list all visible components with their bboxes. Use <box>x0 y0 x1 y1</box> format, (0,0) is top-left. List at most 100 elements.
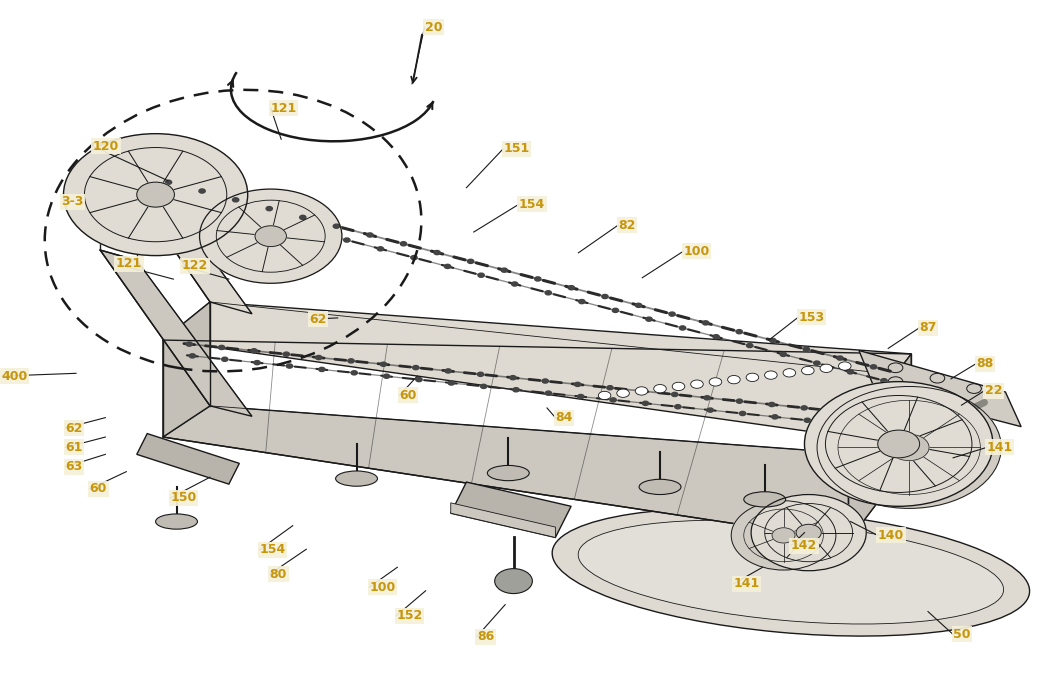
Circle shape <box>187 342 193 346</box>
Circle shape <box>679 326 685 330</box>
Circle shape <box>344 238 350 242</box>
Text: 152: 152 <box>396 609 422 623</box>
Circle shape <box>598 391 611 400</box>
Circle shape <box>610 398 616 402</box>
Circle shape <box>380 362 387 366</box>
Text: 154: 154 <box>259 543 285 557</box>
Text: 20: 20 <box>424 21 442 33</box>
Circle shape <box>746 344 752 348</box>
Ellipse shape <box>552 508 1029 636</box>
Circle shape <box>413 366 419 370</box>
Polygon shape <box>162 406 912 541</box>
Text: 62: 62 <box>66 421 83 434</box>
Text: 50: 50 <box>953 628 970 641</box>
Circle shape <box>136 182 174 207</box>
Circle shape <box>254 361 260 365</box>
Circle shape <box>315 355 322 359</box>
Ellipse shape <box>487 466 529 481</box>
Circle shape <box>255 226 286 246</box>
Circle shape <box>709 378 722 386</box>
Circle shape <box>542 379 548 383</box>
Circle shape <box>607 386 613 390</box>
Text: 87: 87 <box>919 321 937 334</box>
Circle shape <box>746 373 759 382</box>
Text: 61: 61 <box>66 441 83 454</box>
Circle shape <box>838 362 851 370</box>
Text: 60: 60 <box>90 482 107 496</box>
Circle shape <box>796 524 822 541</box>
Circle shape <box>190 354 196 358</box>
Circle shape <box>847 370 853 374</box>
Circle shape <box>817 387 1001 509</box>
Circle shape <box>768 403 774 407</box>
Circle shape <box>836 356 843 360</box>
Circle shape <box>672 382 684 391</box>
Circle shape <box>434 251 440 255</box>
Circle shape <box>166 180 172 185</box>
Circle shape <box>578 300 585 304</box>
Text: 121: 121 <box>116 257 143 271</box>
Circle shape <box>478 372 484 376</box>
Text: 60: 60 <box>399 389 417 402</box>
Circle shape <box>635 387 648 395</box>
Circle shape <box>64 134 247 255</box>
Circle shape <box>612 308 618 312</box>
Ellipse shape <box>335 471 377 486</box>
Circle shape <box>820 364 832 373</box>
Circle shape <box>691 380 703 389</box>
Circle shape <box>545 291 551 295</box>
Circle shape <box>890 434 929 461</box>
Text: 88: 88 <box>976 357 994 370</box>
Circle shape <box>221 357 227 362</box>
Circle shape <box>635 303 641 307</box>
Circle shape <box>411 255 417 260</box>
Circle shape <box>367 233 373 237</box>
Circle shape <box>333 224 340 228</box>
Circle shape <box>866 412 872 416</box>
Circle shape <box>642 401 649 405</box>
Circle shape <box>511 282 518 286</box>
Circle shape <box>836 421 843 425</box>
Circle shape <box>737 399 743 403</box>
Circle shape <box>286 364 292 368</box>
Circle shape <box>675 405 681 409</box>
Text: 141: 141 <box>734 577 760 591</box>
Polygon shape <box>101 143 252 314</box>
Circle shape <box>732 501 836 570</box>
Polygon shape <box>101 250 252 416</box>
Circle shape <box>445 369 452 373</box>
Circle shape <box>501 268 507 272</box>
Text: 141: 141 <box>986 441 1012 454</box>
Text: 22: 22 <box>984 384 1002 397</box>
Circle shape <box>783 369 795 377</box>
Circle shape <box>416 378 422 382</box>
Text: 100: 100 <box>369 581 395 594</box>
Circle shape <box>233 198 239 202</box>
Circle shape <box>617 389 630 398</box>
Circle shape <box>512 388 519 392</box>
Circle shape <box>478 273 484 278</box>
Polygon shape <box>162 302 912 437</box>
Circle shape <box>509 375 516 380</box>
Circle shape <box>804 418 810 423</box>
Circle shape <box>802 366 814 375</box>
Circle shape <box>348 359 354 363</box>
Circle shape <box>769 339 776 343</box>
Circle shape <box>713 335 719 339</box>
Circle shape <box>772 527 795 543</box>
Text: 86: 86 <box>477 630 495 643</box>
Circle shape <box>250 348 257 353</box>
Text: 84: 84 <box>555 411 573 424</box>
Text: 150: 150 <box>170 491 196 505</box>
Polygon shape <box>162 302 210 437</box>
Circle shape <box>266 207 272 211</box>
Circle shape <box>803 347 809 351</box>
Ellipse shape <box>155 514 197 529</box>
Circle shape <box>277 221 283 225</box>
Circle shape <box>495 568 532 593</box>
Circle shape <box>704 396 711 400</box>
Circle shape <box>176 194 182 198</box>
Text: 80: 80 <box>269 568 287 581</box>
Circle shape <box>765 371 778 379</box>
Circle shape <box>707 408 714 412</box>
